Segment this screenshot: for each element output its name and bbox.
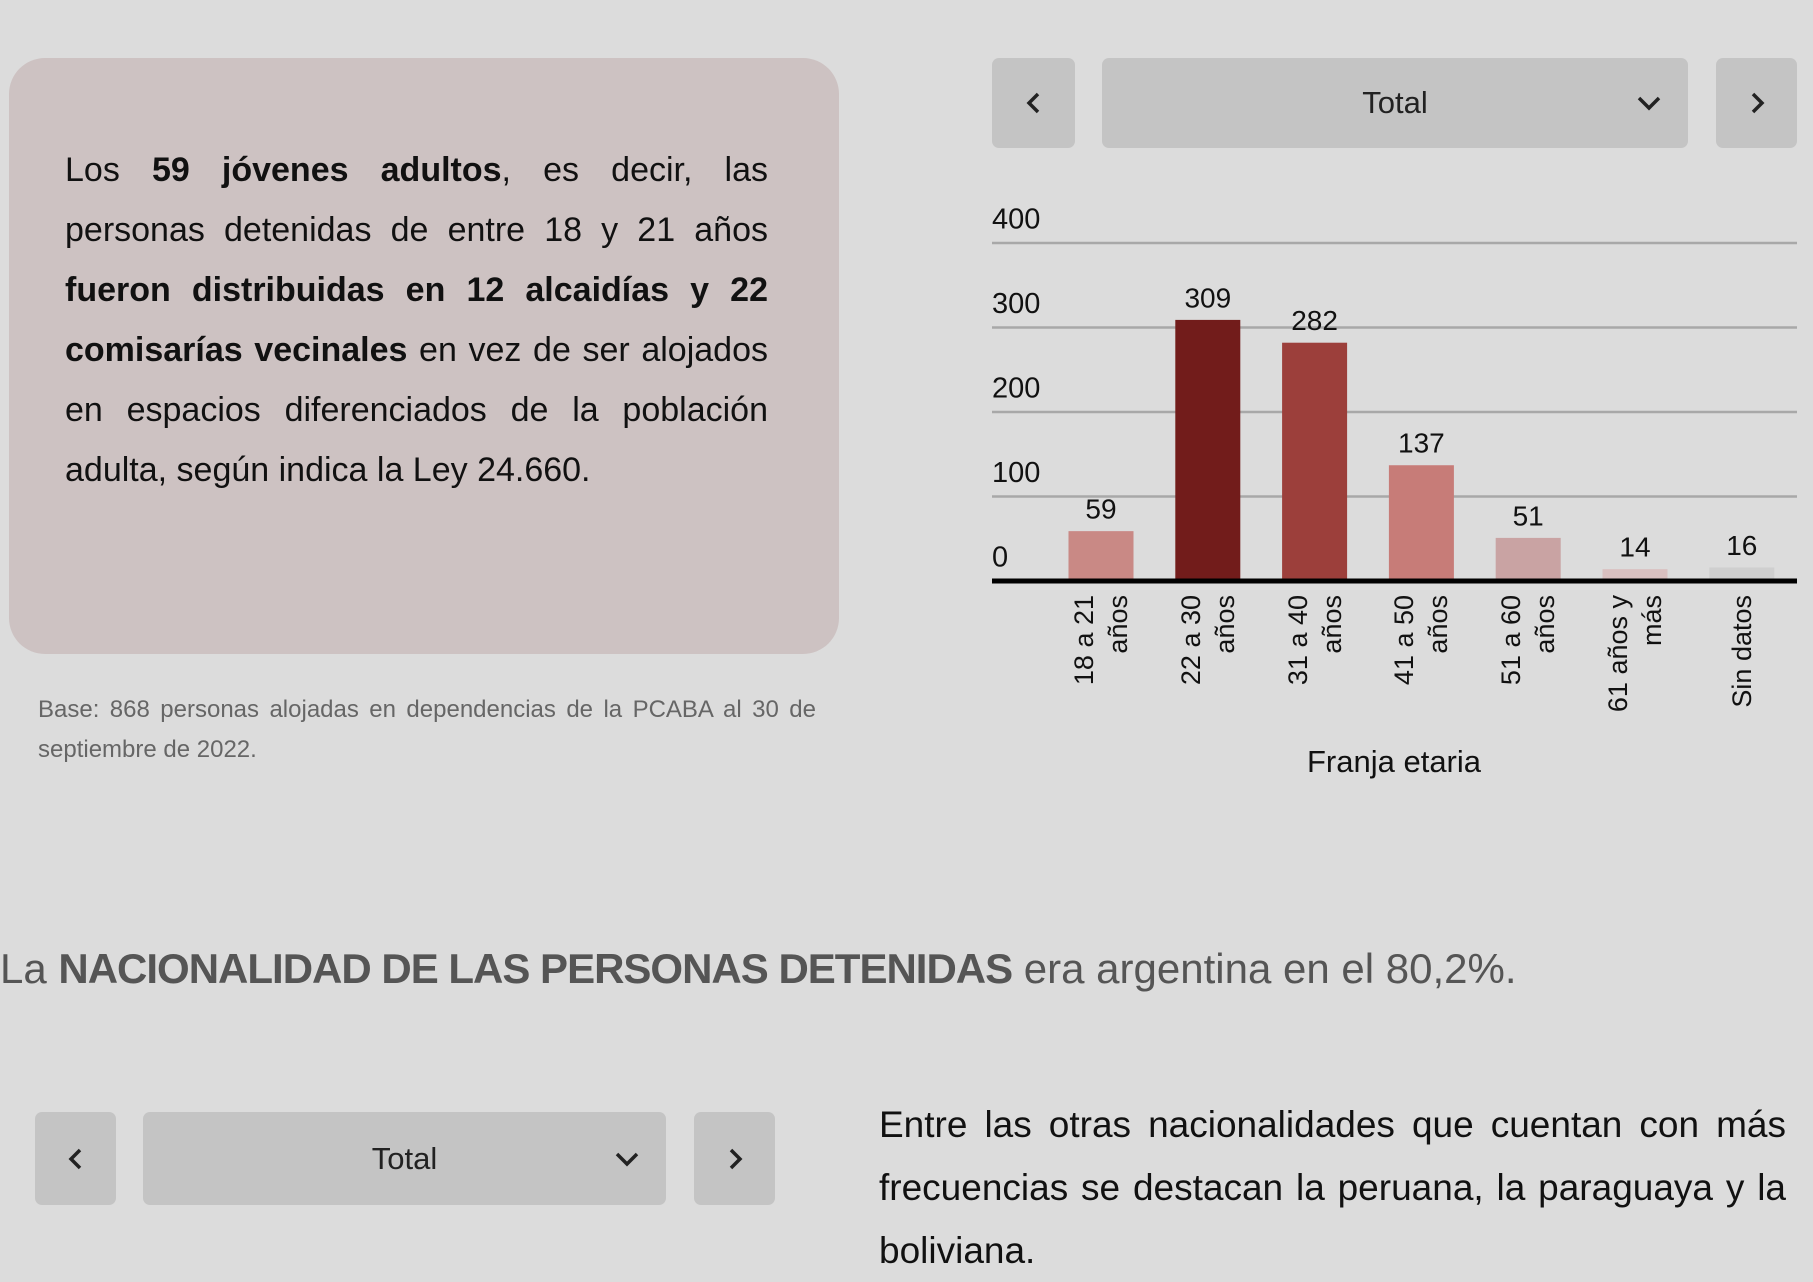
x-tick-text: 51 a 60 años bbox=[1496, 595, 1561, 686]
chevron-down bbox=[615, 1152, 639, 1166]
chevron-right bbox=[729, 1148, 742, 1169]
x-tick-label: 31 a 40 años bbox=[1279, 595, 1351, 730]
x-tick-text: 41 a 50 años bbox=[1389, 595, 1454, 686]
x-tick-text: 31 a 40 años bbox=[1282, 595, 1347, 686]
text: era argentina en el 80,2%. bbox=[1012, 945, 1517, 992]
value-label: 309 bbox=[1184, 282, 1231, 313]
y-tick-label: 400 bbox=[992, 204, 1040, 236]
next-button[interactable] bbox=[694, 1112, 775, 1205]
y-tick-label: 0 bbox=[992, 542, 1008, 574]
bar bbox=[1388, 465, 1454, 581]
bold-text: NACIONALIDAD DE LAS PERSONAS DETENIDAS bbox=[58, 945, 1013, 992]
bar bbox=[1068, 531, 1134, 581]
base-note: Base: 868 personas alojadas en dependenc… bbox=[38, 696, 816, 763]
y-tick-label: 100 bbox=[992, 457, 1040, 489]
bar bbox=[1495, 537, 1561, 581]
x-tick-label: 51 a 60 años bbox=[1492, 595, 1564, 730]
text-panel bbox=[9, 58, 839, 654]
x-tick-text: 18 a 21 años bbox=[1069, 595, 1133, 686]
dropdown-value: Total bbox=[1362, 85, 1428, 120]
chevron-right bbox=[1751, 92, 1764, 114]
bold-text: fueron distribuidas en 12 alcaidías y 22… bbox=[65, 271, 768, 369]
bar bbox=[1175, 319, 1241, 581]
x-tick-text: 22 a 30 años bbox=[1175, 595, 1240, 686]
dropdown[interactable]: Total bbox=[143, 1112, 666, 1205]
x-tick-label: 22 a 30 años bbox=[1172, 595, 1244, 730]
value-label: 14 bbox=[1619, 532, 1650, 563]
bold-text: 59 jóvenes adultos bbox=[151, 151, 502, 189]
x-tick-label: 61 años y más bbox=[1599, 595, 1671, 730]
text: , es decir, las personas detenidas de en… bbox=[65, 151, 769, 249]
x-tick-text: Sin datos bbox=[1726, 595, 1757, 708]
value-label: 137 bbox=[1398, 428, 1445, 459]
value-label: 16 bbox=[1726, 530, 1757, 561]
text: Los bbox=[65, 151, 152, 189]
x-tick-label: 41 a 50 años bbox=[1385, 595, 1457, 730]
next-button[interactable] bbox=[1716, 58, 1797, 148]
x-tick-label: 18 a 21 años bbox=[1065, 595, 1137, 730]
prev-button[interactable] bbox=[992, 58, 1075, 148]
dropdown-value: Total bbox=[371, 1140, 438, 1176]
chevron-down bbox=[1637, 96, 1661, 111]
chevron-left bbox=[1026, 92, 1039, 114]
panel-paragraph: Los 59 jóvenes adultos, es decir, las pe… bbox=[65, 140, 768, 500]
value-label: 51 bbox=[1513, 500, 1544, 531]
x-tick-text: 61 años y más bbox=[1603, 595, 1667, 713]
bar bbox=[1282, 342, 1348, 581]
chart: Franja etaria 0 100 200 300 400 59 309 282 137 51… bbox=[992, 204, 1797, 779]
text: en vez de ser alojados en espacios difer… bbox=[65, 331, 768, 489]
prev-button[interactable] bbox=[35, 1112, 116, 1205]
section-heading: La NACIONALIDAD DE LAS PERSONAS DETENIDA… bbox=[0, 945, 1517, 993]
bottom-paragraph: Entre las otras nacionalidades que cuent… bbox=[879, 1104, 1786, 1271]
y-tick-label: 200 bbox=[992, 373, 1040, 405]
text: La bbox=[0, 945, 59, 992]
x-axis-title: Franja etaria bbox=[1307, 744, 1482, 779]
bar bbox=[1709, 567, 1775, 581]
value-label: 282 bbox=[1291, 305, 1338, 336]
value-label: 59 bbox=[1085, 494, 1116, 525]
bar bbox=[1602, 569, 1668, 581]
y-tick-label: 300 bbox=[992, 288, 1040, 320]
dropdown[interactable]: Total bbox=[1102, 58, 1688, 148]
x-tick-label: Sin datos bbox=[1706, 595, 1778, 730]
chevron-left bbox=[68, 1148, 81, 1169]
